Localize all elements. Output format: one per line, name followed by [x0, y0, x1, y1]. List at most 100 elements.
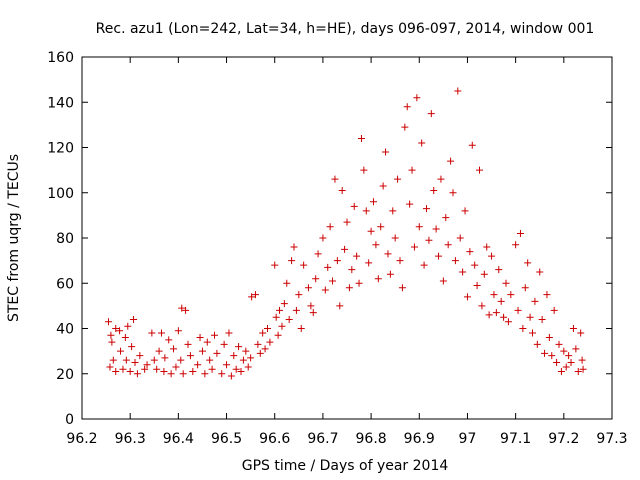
data-point: [251, 291, 259, 299]
data-point: [562, 363, 570, 371]
data-point: [112, 367, 120, 375]
data-point: [290, 243, 298, 251]
data-point: [148, 329, 156, 337]
data-point: [396, 257, 404, 265]
data-point: [131, 358, 139, 366]
data-point: [461, 207, 469, 215]
data-point: [483, 243, 491, 251]
data-point: [213, 349, 221, 357]
data-point: [410, 243, 418, 251]
data-point: [384, 250, 392, 258]
data-point: [579, 365, 587, 373]
data-point: [276, 306, 284, 314]
y-tick-label: 140: [47, 95, 74, 111]
data-point: [130, 315, 138, 323]
data-point: [560, 347, 568, 355]
data-point: [437, 175, 445, 183]
data-point: [459, 268, 467, 276]
data-point: [548, 352, 556, 360]
data-point: [512, 241, 520, 249]
data-point: [283, 279, 291, 287]
data-point: [408, 166, 416, 174]
data-point: [490, 291, 498, 299]
data-point: [223, 361, 231, 369]
data-point: [430, 186, 438, 194]
data-point: [336, 302, 344, 310]
x-tick-label: 97.1: [500, 431, 531, 447]
data-point: [348, 266, 356, 274]
data-point: [500, 313, 508, 321]
data-point: [572, 345, 580, 353]
data-point: [415, 223, 423, 231]
y-tick-label: 120: [47, 141, 74, 157]
data-point: [150, 356, 158, 364]
data-point: [504, 318, 512, 326]
data-point: [178, 304, 186, 312]
data-point: [133, 370, 141, 378]
data-point: [406, 200, 414, 208]
data-point: [495, 266, 503, 274]
data-point: [307, 302, 315, 310]
data-point: [545, 334, 553, 342]
data-point: [578, 356, 586, 364]
x-tick-label: 96.7: [307, 431, 338, 447]
data-point: [272, 313, 280, 321]
data-point: [106, 363, 114, 371]
data-point: [248, 293, 256, 301]
data-point: [122, 356, 130, 364]
x-tick-label: 96.2: [66, 431, 97, 447]
data-point: [174, 327, 182, 335]
data-point: [372, 241, 380, 249]
data-point: [331, 175, 339, 183]
data-point: [444, 241, 452, 249]
data-point: [386, 270, 394, 278]
data-point: [389, 207, 397, 215]
data-point: [550, 306, 558, 314]
data-point: [177, 356, 185, 364]
data-point: [274, 331, 282, 339]
data-point: [314, 250, 322, 258]
data-point: [237, 367, 245, 375]
data-point: [196, 334, 204, 342]
data-point: [476, 166, 483, 174]
plot-frame: [81, 56, 613, 420]
data-point: [413, 94, 421, 102]
data-point: [569, 325, 577, 332]
data-point: [541, 349, 549, 357]
data-point: [211, 331, 218, 339]
data-point: [208, 365, 216, 373]
data-point: [136, 352, 144, 360]
x-tick-label: 97: [459, 431, 477, 447]
data-point: [480, 270, 488, 278]
data-point: [326, 223, 334, 231]
data-point: [451, 257, 459, 265]
data-point: [463, 293, 471, 301]
data-point: [247, 354, 255, 362]
data-point: [278, 322, 286, 330]
data-point: [194, 361, 202, 369]
data-point: [266, 338, 274, 346]
data-point: [442, 214, 450, 222]
data-point: [394, 175, 402, 183]
data-point: [128, 343, 136, 351]
data-point: [254, 340, 262, 348]
data-point: [473, 282, 481, 290]
data-point: [232, 365, 240, 373]
x-tick-label: 97.2: [548, 431, 579, 447]
y-tick-label: 20: [56, 367, 74, 383]
data-point: [155, 347, 163, 355]
data-point: [377, 223, 385, 231]
data-point: [161, 354, 169, 362]
x-tick-label: 96.4: [163, 431, 194, 447]
x-tick-label: 96.9: [404, 431, 435, 447]
data-point: [425, 236, 433, 244]
data-point: [261, 345, 269, 353]
data-point: [300, 261, 308, 269]
data-point: [288, 257, 296, 265]
data-point: [514, 306, 522, 314]
y-tick-label: 60: [56, 276, 74, 292]
data-points: [105, 87, 587, 380]
data-point: [292, 306, 300, 314]
data-point: [391, 234, 399, 242]
data-point: [488, 252, 496, 260]
